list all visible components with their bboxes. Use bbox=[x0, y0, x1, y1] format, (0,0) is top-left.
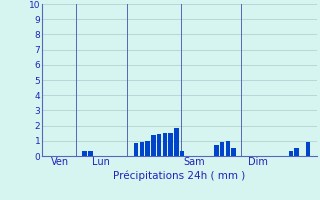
Bar bbox=[180, 151, 184, 156]
X-axis label: Précipitations 24h ( mm ): Précipitations 24h ( mm ) bbox=[113, 170, 245, 181]
Bar bbox=[163, 133, 167, 156]
Bar bbox=[140, 142, 144, 156]
Bar bbox=[168, 133, 173, 156]
Bar bbox=[226, 141, 230, 156]
Bar bbox=[145, 141, 150, 156]
Bar bbox=[294, 148, 299, 156]
Bar bbox=[157, 134, 161, 156]
Bar bbox=[306, 142, 310, 156]
Bar bbox=[289, 151, 293, 156]
Bar bbox=[134, 143, 139, 156]
Bar bbox=[151, 135, 156, 156]
Bar bbox=[231, 148, 236, 156]
Bar bbox=[88, 151, 92, 156]
Bar bbox=[214, 145, 219, 156]
Bar bbox=[82, 151, 87, 156]
Bar bbox=[220, 142, 225, 156]
Bar bbox=[174, 128, 179, 156]
